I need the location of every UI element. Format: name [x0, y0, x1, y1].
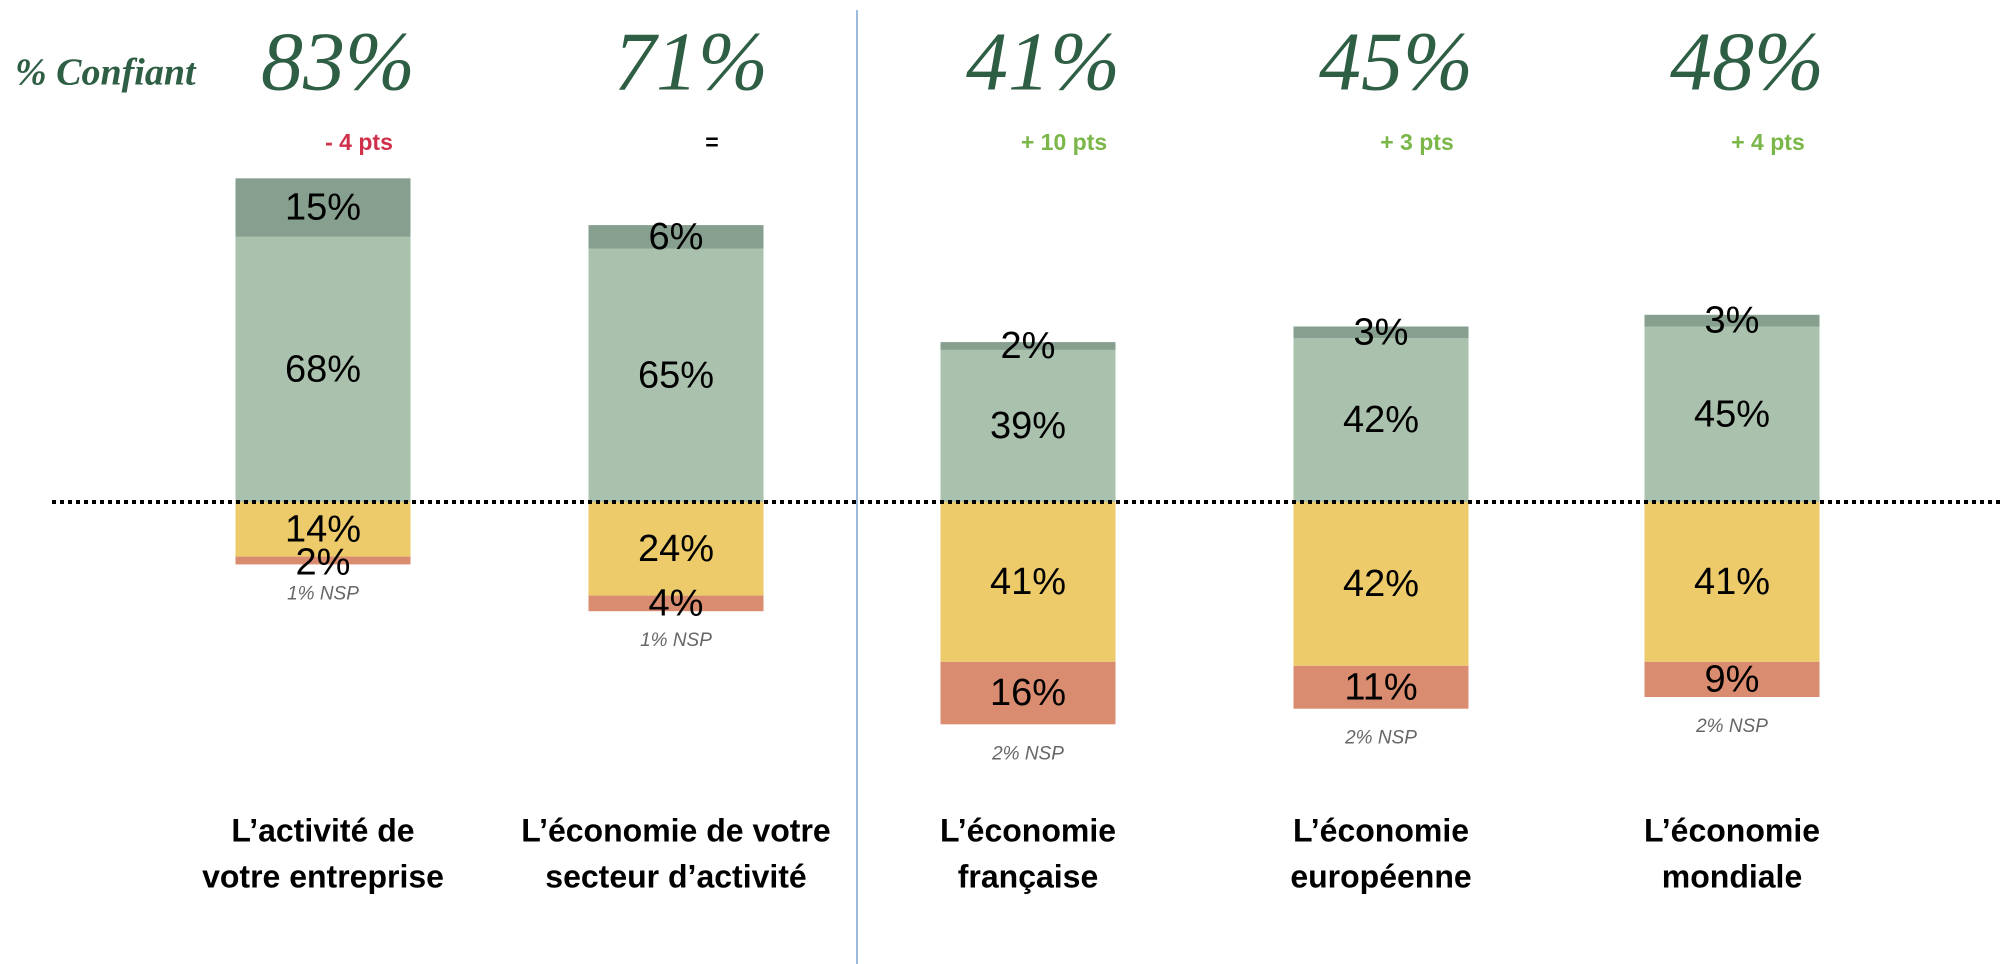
- bar-segment: [1293, 502, 1469, 666]
- segment-label: 42%: [1343, 399, 1419, 441]
- bar-segment: [940, 502, 1116, 662]
- segment-label: 24%: [638, 528, 714, 570]
- category-label: L’économie: [1293, 812, 1469, 848]
- segment-label: 11%: [1344, 666, 1417, 708]
- bar-segment: [588, 502, 764, 596]
- segment-label: 3%: [1705, 300, 1760, 342]
- segment-label: 3%: [1354, 311, 1409, 353]
- segment-label: 2%: [296, 542, 351, 584]
- category-label: européenne: [1290, 858, 1471, 894]
- category-label: L’économie: [940, 812, 1116, 848]
- segment-label: 9%: [1705, 658, 1760, 700]
- bar-segment: [940, 342, 1116, 350]
- category-label: française: [958, 858, 1099, 894]
- segment-label: 68%: [285, 348, 361, 390]
- change-label: + 10 pts: [1021, 129, 1107, 155]
- bar-segment: [1644, 661, 1820, 697]
- segment-label: 45%: [1694, 393, 1770, 435]
- category-label: votre entreprise: [202, 858, 444, 894]
- bar-segment: [235, 556, 411, 565]
- change-label: - 4 pts: [325, 129, 393, 155]
- bar-segment: [940, 661, 1116, 725]
- category-label: L’économie de votre: [521, 812, 830, 848]
- segment-label: 41%: [1694, 561, 1770, 603]
- bar-segment: [1644, 314, 1820, 327]
- bar-segment: [235, 502, 411, 557]
- segment-label: 14%: [285, 508, 361, 550]
- nsp-label: 1% NSP: [640, 630, 712, 651]
- bar-segment: [588, 595, 764, 612]
- change-label: =: [705, 129, 718, 155]
- bar-segment: [1644, 326, 1820, 502]
- segment-label: 6%: [649, 216, 704, 258]
- bar-segment: [1293, 338, 1469, 502]
- segment-label: 42%: [1343, 563, 1419, 605]
- nsp-label: 2% NSP: [1695, 716, 1768, 737]
- category-label: mondiale: [1662, 858, 1802, 894]
- nsp-label: 2% NSP: [991, 743, 1064, 764]
- bar-segment: [235, 178, 411, 237]
- change-label: + 3 pts: [1380, 129, 1454, 155]
- bar-segment: [235, 236, 411, 503]
- change-label: + 4 pts: [1731, 129, 1805, 155]
- bar-segment: [940, 349, 1116, 502]
- confident-label: % Confiant: [15, 52, 197, 94]
- segment-label: 39%: [990, 405, 1066, 447]
- confident-value: 45%: [1319, 15, 1473, 108]
- confident-value: 83%: [261, 15, 415, 108]
- bar-segment: [588, 248, 764, 502]
- segment-label: 65%: [638, 354, 714, 396]
- nsp-label: 1% NSP: [287, 583, 359, 604]
- confident-value: 71%: [614, 15, 768, 108]
- nsp-label: 2% NSP: [1344, 728, 1417, 749]
- category-label: secteur d’activité: [545, 858, 806, 894]
- category-label: L’activité de: [231, 812, 414, 848]
- bar-segment: [1644, 502, 1820, 662]
- segment-label: 2%: [1001, 325, 1056, 367]
- category-label: L’économie: [1644, 812, 1820, 848]
- bar-segment: [1293, 326, 1469, 339]
- confident-value: 41%: [966, 15, 1120, 108]
- segment-label: 15%: [285, 187, 361, 229]
- segment-label: 16%: [990, 672, 1066, 714]
- bar-segment: [1293, 665, 1469, 709]
- bar-segment: [588, 225, 764, 249]
- segment-label: 4%: [649, 582, 704, 624]
- confident-value: 48%: [1670, 15, 1824, 108]
- segment-label: 41%: [990, 561, 1066, 603]
